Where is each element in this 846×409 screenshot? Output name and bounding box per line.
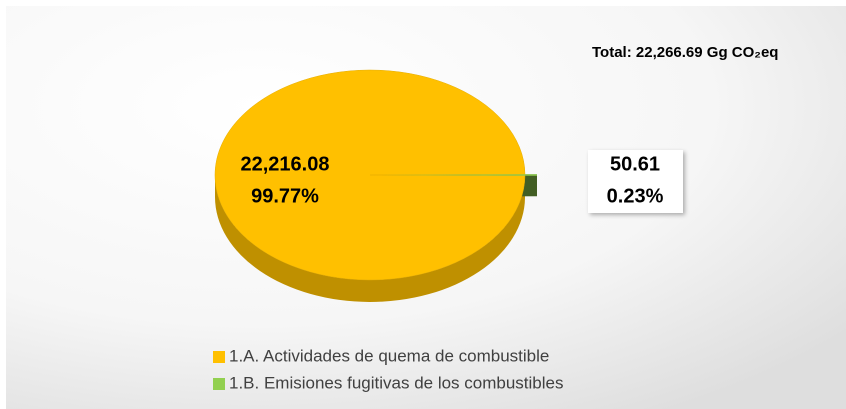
legend-swatch [213, 378, 225, 390]
data-label: 22,216.08 [241, 153, 330, 175]
data-label: 50.61 [610, 153, 660, 175]
chart-title: Total: 22,266.69 Gg CO₂eq [592, 44, 778, 61]
data-label: 0.23% [607, 185, 664, 207]
legend-swatch [213, 351, 225, 363]
legend-label: 1.A. Actividades de quema de combustible [229, 346, 549, 365]
slice [214, 69, 526, 281]
data-label-box [588, 150, 683, 213]
slice [382, 174, 537, 176]
data-label: 99.77% [251, 185, 319, 207]
slice-side [215, 175, 525, 302]
legend-label: 1.B. Emisiones fugitivas de los combusti… [229, 373, 564, 392]
